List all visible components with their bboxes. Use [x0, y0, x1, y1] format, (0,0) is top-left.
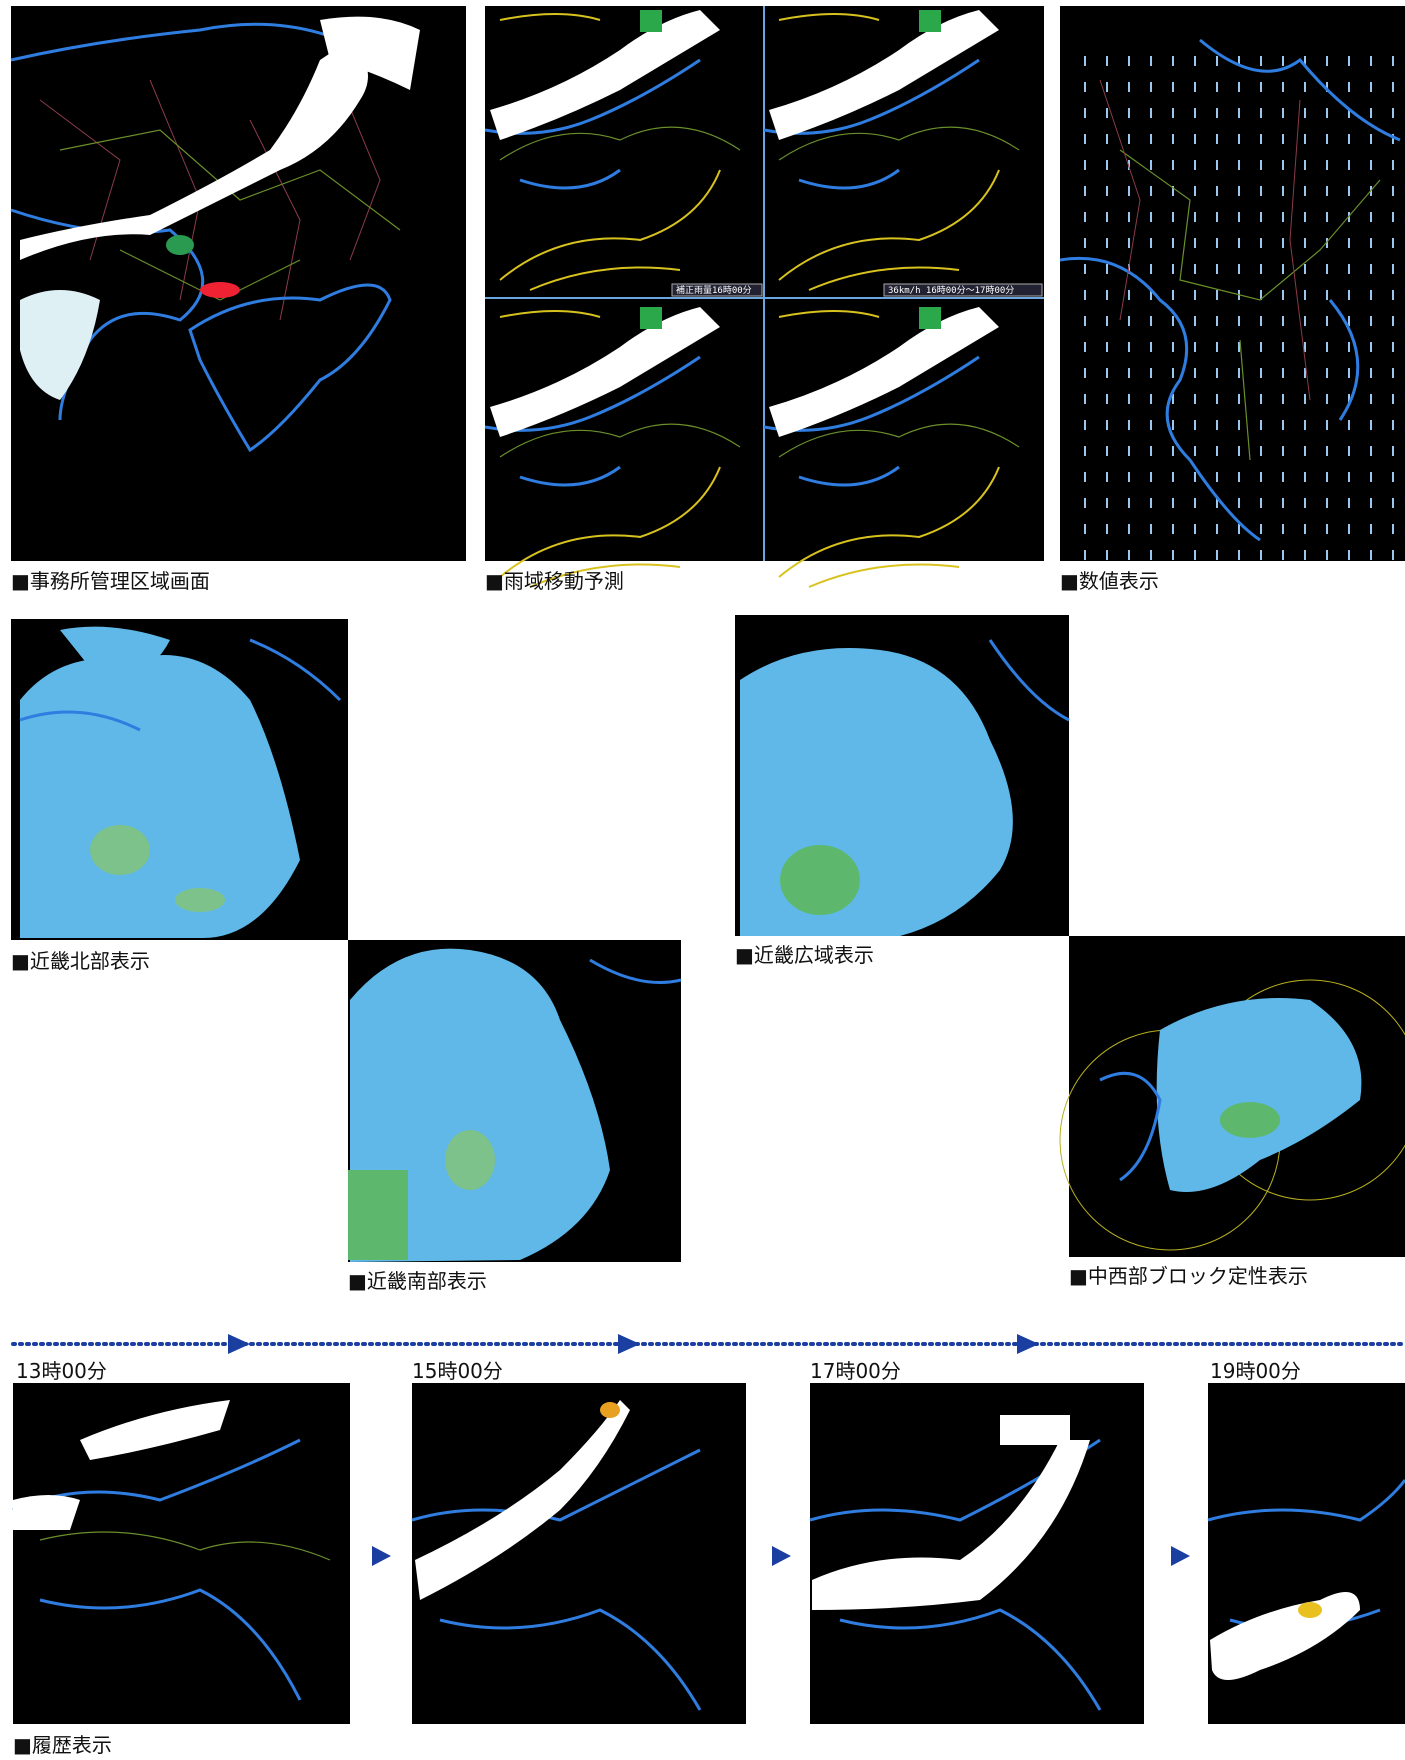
caption: ■中西部ブロック定性表示	[1069, 1264, 1308, 1288]
map-numeric	[1060, 6, 1405, 561]
history-map	[412, 1383, 746, 1724]
map-kinki-wide	[735, 615, 1069, 936]
map-kinki-south	[348, 940, 681, 1262]
page: ■事務所管理区域画面 補正雨量16時00分 36km/h 16時00分～17時0…	[0, 0, 1405, 1760]
history-map	[13, 1383, 350, 1724]
panel-label: 36km/h 16時00分～17時00分	[888, 285, 1014, 296]
caption: ■雨域移動予測	[485, 569, 624, 593]
map-kinki-north	[11, 619, 348, 940]
caption: ■近畿南部表示	[348, 1269, 487, 1293]
caption: ■近畿北部表示	[11, 949, 150, 973]
caption: ■数値表示	[1060, 569, 1159, 593]
time-label: 13時00分	[16, 1359, 107, 1383]
history-map	[1208, 1383, 1405, 1724]
time-label: 17時00分	[810, 1359, 901, 1383]
panel-label: 補正雨量16時00分	[676, 284, 752, 296]
map-rain-forecast	[485, 6, 1044, 587]
time-label: 15時00分	[412, 1359, 503, 1383]
time-label: 19時00分	[1210, 1359, 1301, 1383]
map-central-west	[1060, 936, 1405, 1257]
caption: ■事務所管理区域画面	[11, 569, 210, 593]
caption: ■履歴表示	[13, 1733, 112, 1757]
history-map	[810, 1383, 1144, 1724]
caption: ■近畿広域表示	[735, 943, 874, 967]
map-office-area	[11, 6, 466, 561]
